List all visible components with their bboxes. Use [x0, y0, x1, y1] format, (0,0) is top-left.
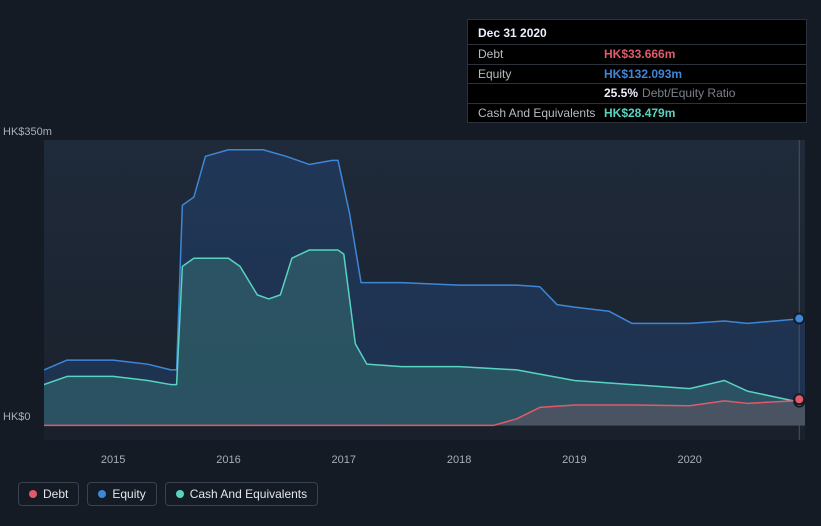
x-tick-label: 2016	[216, 454, 240, 466]
cash-legend-dot	[176, 490, 184, 498]
tooltip-row-value: HK$132.093m	[604, 67, 682, 81]
x-tick-label: 2015	[101, 454, 125, 466]
tooltip-row-label: Debt	[478, 47, 604, 61]
legend-item-cash[interactable]: Cash And Equivalents	[165, 482, 318, 506]
tooltip-ratio: 25.5% Debt/Equity Ratio	[604, 86, 735, 100]
y-tick-label: HK$0	[0, 411, 19, 423]
tooltip-ratio-pct: 25.5%	[604, 86, 638, 100]
equity-legend-dot	[98, 490, 106, 498]
equity-hover-marker	[794, 314, 804, 324]
debt-hover-marker	[794, 394, 804, 404]
tooltip-date: Dec 31 2020	[468, 20, 806, 45]
legend-item-equity[interactable]: Equity	[87, 482, 156, 506]
x-tick-label: 2018	[447, 454, 471, 466]
tooltip-row-label: Equity	[478, 67, 604, 81]
tooltip-row: 25.5% Debt/Equity Ratio	[468, 84, 806, 103]
legend: Debt Equity Cash And Equivalents	[18, 482, 318, 506]
tooltip-row: DebtHK$33.666m	[468, 45, 806, 64]
chart-tooltip: Dec 31 2020DebtHK$33.666mEquityHK$132.09…	[467, 19, 807, 123]
tooltip-row-label: Cash And Equivalents	[478, 106, 604, 120]
x-tick-label: 2017	[332, 454, 356, 466]
tooltip-ratio-label: Debt/Equity Ratio	[642, 86, 735, 100]
x-tick-label: 2019	[562, 454, 586, 466]
legend-item-label: Debt	[43, 487, 68, 501]
x-tick-label: 2020	[677, 454, 701, 466]
legend-item-debt[interactable]: Debt	[18, 482, 79, 506]
debt-legend-dot	[29, 490, 37, 498]
legend-item-label: Equity	[112, 487, 145, 501]
tooltip-row-value: HK$33.666m	[604, 47, 675, 61]
tooltip-row-label	[478, 86, 604, 100]
legend-item-label: Cash And Equivalents	[190, 487, 307, 501]
y-tick-label: HK$350m	[0, 126, 19, 138]
tooltip-row: EquityHK$132.093m	[468, 65, 806, 84]
tooltip-row: Cash And EquivalentsHK$28.479m	[468, 104, 806, 122]
tooltip-row-value: HK$28.479m	[604, 106, 675, 120]
